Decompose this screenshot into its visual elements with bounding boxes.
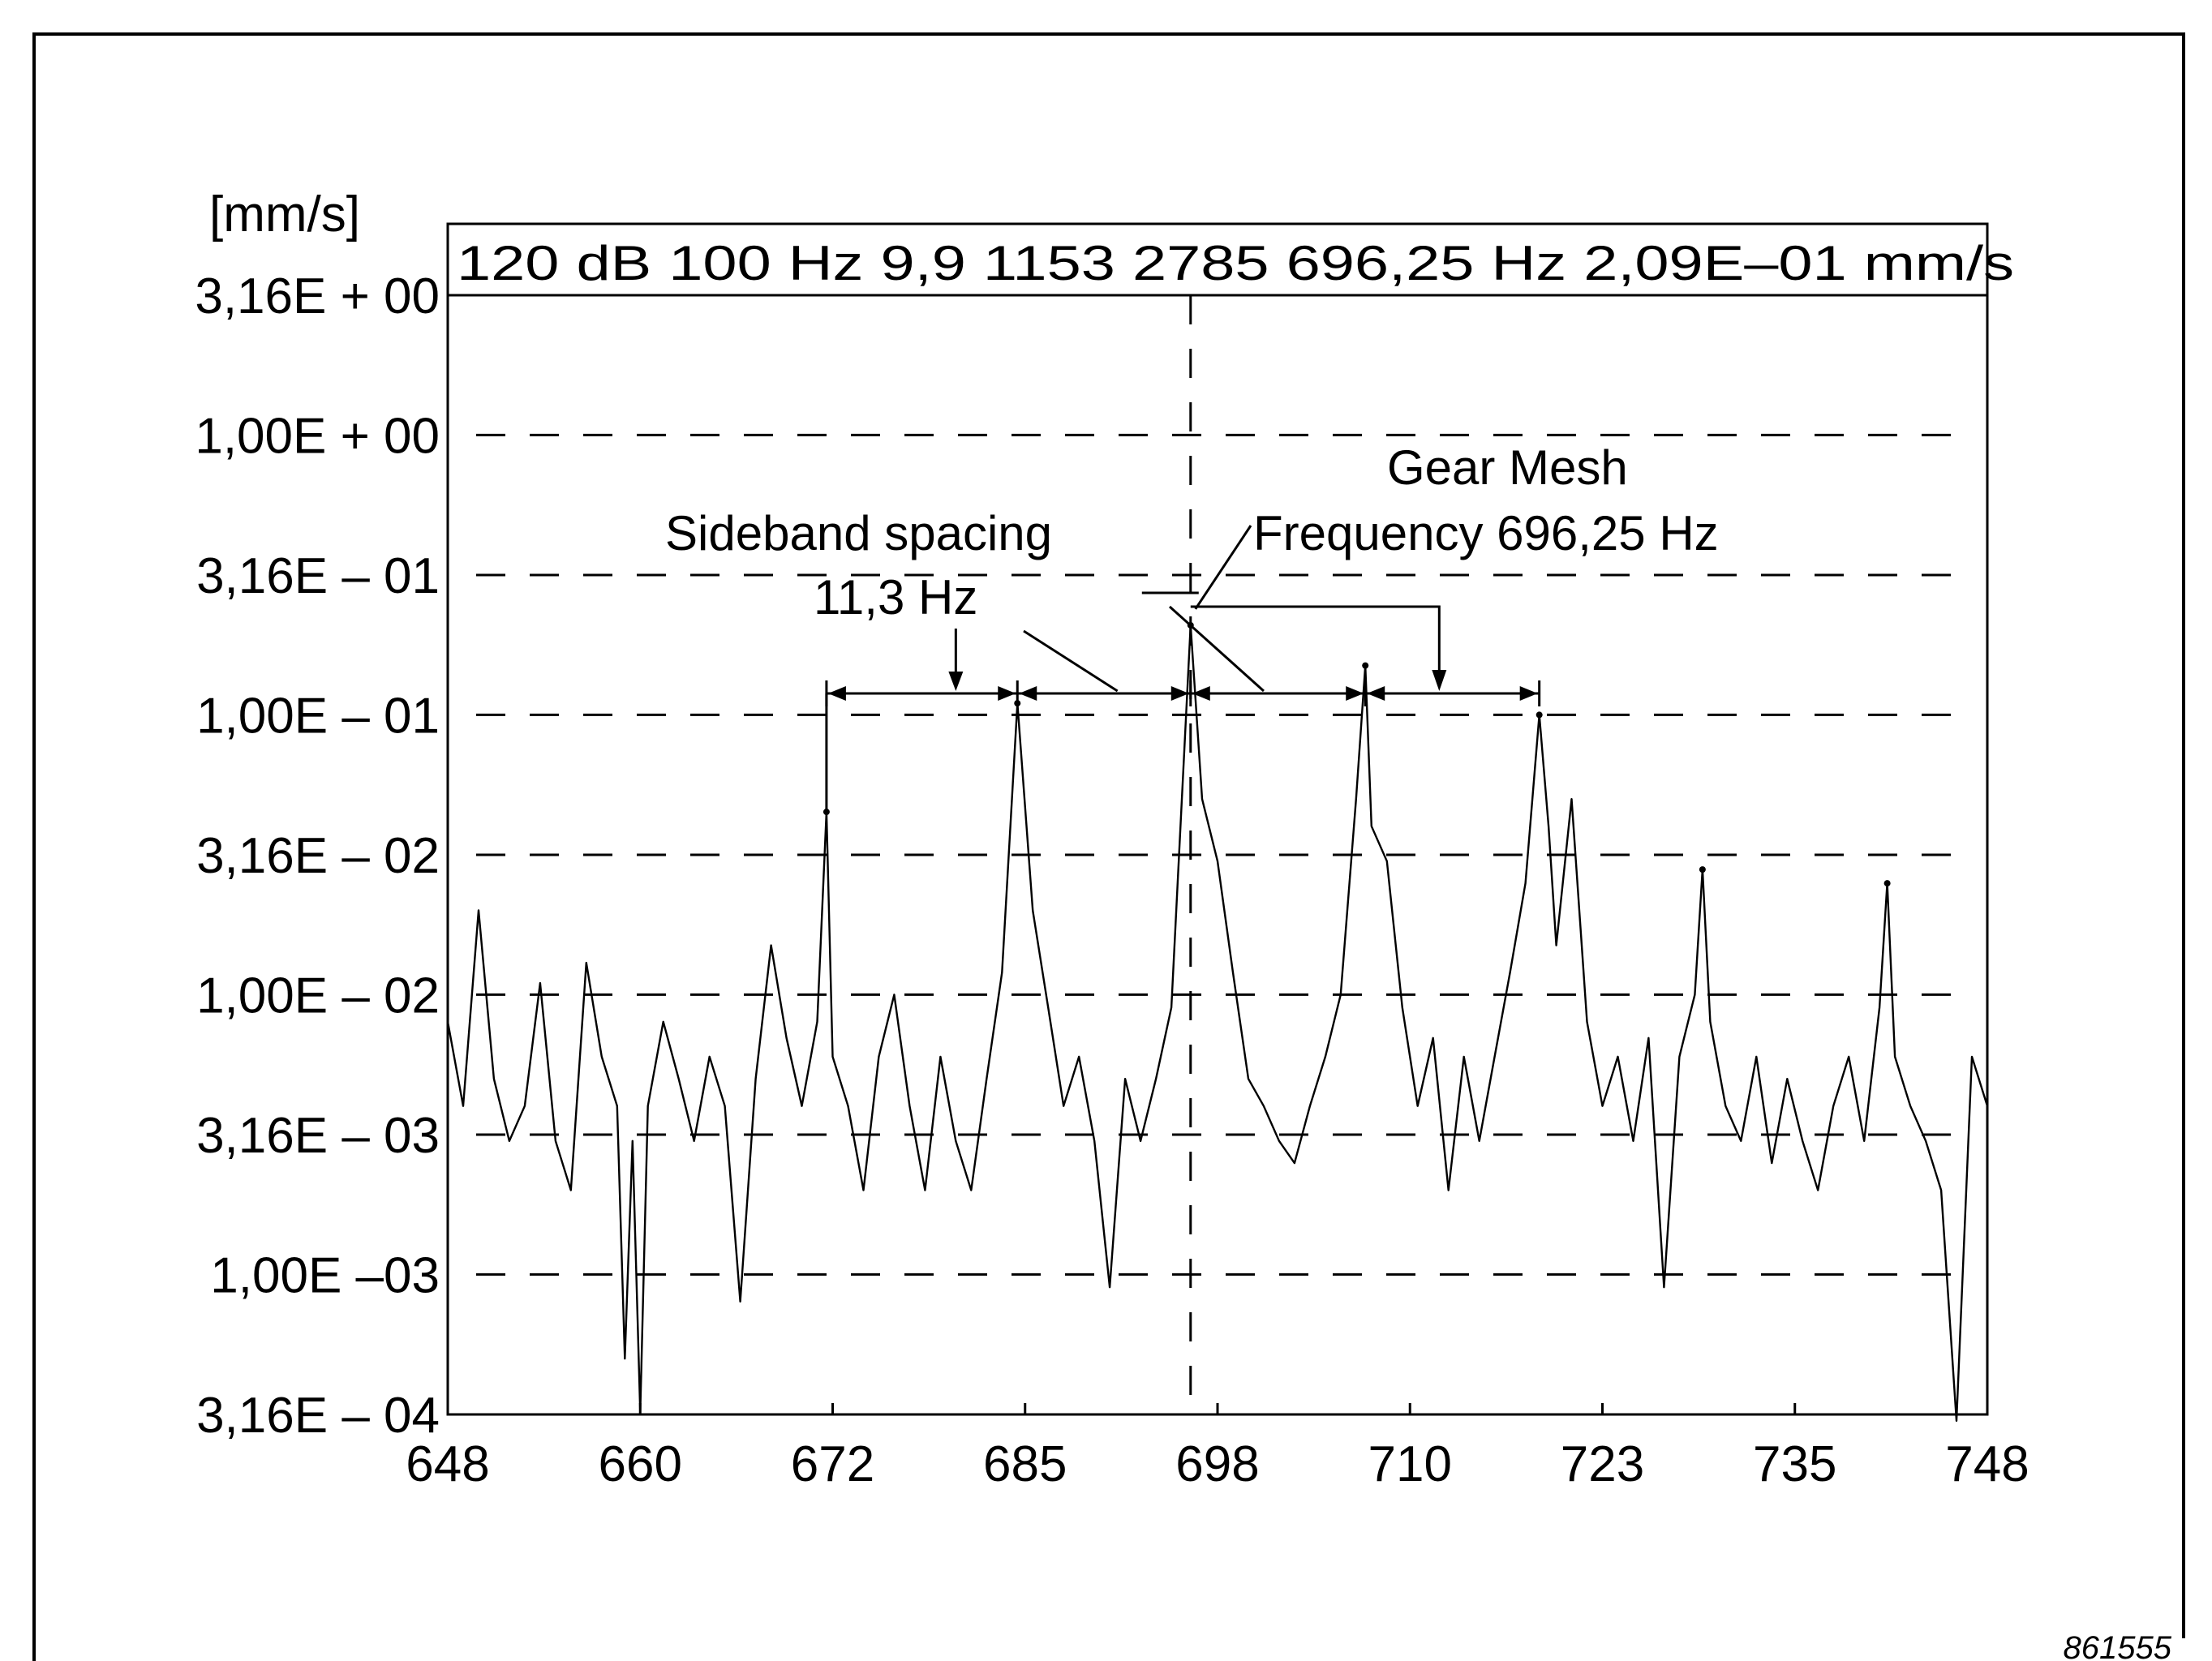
peak-point (1699, 866, 1706, 873)
grid-lines (476, 433, 1971, 1276)
arrowhead (827, 686, 846, 701)
y-axis: 3,16E + 00 1,00E + 00 3,16E – 01 1,00E – 01… (195, 268, 440, 1444)
gear-mesh-frequency-label: Frequency 696,25 Hz (1253, 506, 1719, 560)
x-tick-label: 710 (1368, 1436, 1452, 1492)
arrowhead (998, 686, 1016, 701)
x-tick-label: 723 (1561, 1436, 1644, 1492)
x-tick-label: 735 (1753, 1436, 1836, 1492)
arrowhead (1192, 686, 1210, 701)
x-tick-label: 660 (599, 1436, 682, 1492)
info-bar-text: 120 dB 100 Hz 9,9 1153 2785 696,25 Hz 2,… (457, 236, 2014, 290)
x-tick-label: 748 (1945, 1436, 2029, 1492)
y-unit-label: [mm/s] (209, 187, 360, 242)
spacing-pointer (1168, 605, 1265, 693)
peak-markers (823, 621, 1891, 887)
annotations: Gear Mesh Frequency 696,25 Hz Sideband s… (665, 440, 1719, 813)
y-tick-label: 1,00E –03 (210, 1247, 440, 1303)
annotation-arrows (825, 525, 1541, 813)
arrowhead (1519, 686, 1538, 701)
y-tick-label: 3,16E – 02 (196, 828, 440, 884)
y-tick-label: 1,00E – 01 (196, 688, 440, 744)
plot-frame (446, 294, 1989, 1416)
gear-mesh-label: Gear Mesh (1387, 440, 1628, 495)
y-tick-label: 3,16E – 03 (196, 1108, 440, 1164)
x-tick-label: 648 (406, 1436, 489, 1492)
arrowhead (1367, 686, 1385, 701)
x-axis: 648 660 672 685 698 710 723 735 748 (406, 1403, 2029, 1492)
figure-number: 861555 (2064, 1630, 2172, 1661)
y-tick-label: 3,16E – 01 (196, 548, 440, 604)
sideband-spacing-value-label: 11,3 Hz (814, 570, 977, 624)
spacing-pointer (1023, 629, 1119, 693)
gear-mesh-bracket (1190, 605, 1441, 681)
sideband-spacing-label: Sideband spacing (665, 506, 1052, 560)
arrowhead (1170, 686, 1189, 701)
figure-border (32, 32, 2185, 1661)
peak-point (1883, 880, 1891, 887)
arrowhead (1019, 686, 1037, 701)
gear-mesh-leader (1194, 525, 1252, 610)
arrowhead (1346, 686, 1364, 701)
peak-point (1362, 662, 1369, 669)
arrowhead (1432, 670, 1447, 691)
y-tick-label: 3,16E + 00 (195, 268, 440, 324)
y-tick-label: 1,00E + 00 (195, 408, 440, 464)
y-tick-label: 1,00E – 02 (196, 968, 440, 1024)
series-line (446, 624, 1989, 1422)
y-tick-label: 3,16E – 04 (196, 1388, 440, 1444)
peak-point (1536, 711, 1543, 719)
x-tick-label: 672 (791, 1436, 874, 1492)
x-tick-label: 685 (983, 1436, 1067, 1492)
x-tick-label: 698 (1175, 1436, 1259, 1492)
arrowhead (948, 672, 964, 691)
